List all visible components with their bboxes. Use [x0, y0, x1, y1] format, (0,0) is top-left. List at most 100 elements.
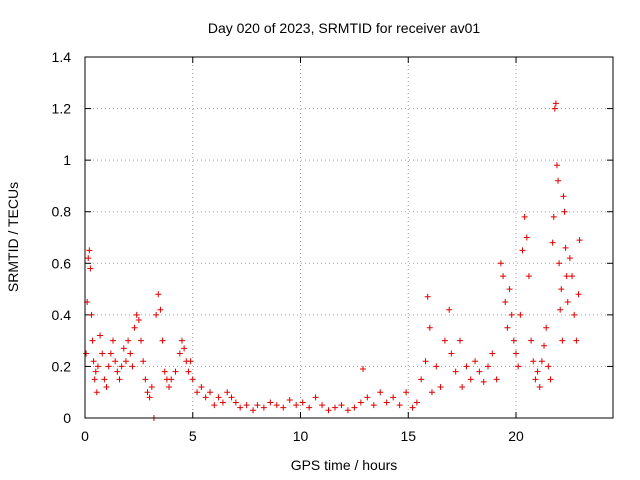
data-point	[157, 306, 164, 313]
data-point	[560, 193, 567, 200]
data-point	[219, 399, 226, 406]
data-point	[552, 100, 559, 107]
data-point	[525, 273, 532, 280]
data-point	[138, 337, 145, 344]
data-point	[178, 337, 185, 344]
data-point	[489, 350, 496, 357]
data-point	[463, 363, 470, 370]
data-point	[556, 260, 563, 267]
data-point	[543, 324, 550, 331]
data-point	[86, 247, 93, 254]
data-point	[166, 384, 173, 391]
data-point	[122, 358, 129, 365]
y-tick-label: 1.4	[52, 49, 72, 65]
data-point	[88, 311, 95, 318]
data-point	[545, 363, 552, 370]
data-point	[383, 399, 390, 406]
data-point	[176, 350, 183, 357]
data-point	[452, 368, 459, 375]
data-point	[510, 337, 517, 344]
data-point	[485, 363, 492, 370]
data-point	[508, 311, 515, 318]
data-point	[85, 255, 92, 262]
data-point	[99, 350, 106, 357]
data-point	[306, 404, 313, 411]
chart-title: Day 020 of 2023, SRMTID for receiver av0…	[208, 20, 481, 36]
data-point	[146, 394, 153, 401]
data-point	[562, 244, 569, 251]
data-point	[280, 404, 287, 411]
data-point	[370, 402, 377, 409]
data-point	[403, 389, 410, 396]
data-point	[497, 260, 504, 267]
data-point	[194, 389, 201, 396]
data-point	[153, 311, 160, 318]
data-point	[87, 265, 94, 272]
data-point	[187, 358, 194, 365]
data-point	[206, 389, 213, 396]
data-point	[142, 376, 149, 383]
data-point	[575, 291, 582, 298]
data-point	[114, 368, 121, 375]
plot-frame	[84, 56, 614, 419]
data-point	[459, 384, 466, 391]
data-point	[127, 350, 134, 357]
data-point	[293, 402, 300, 409]
x-axis-label: GPS time / hours	[291, 457, 398, 473]
data-point	[506, 286, 513, 293]
y-tick-label: 0.4	[52, 307, 72, 323]
data-point	[89, 337, 96, 344]
axis-ticks	[84, 56, 613, 419]
data-point	[360, 366, 367, 373]
data-point	[559, 337, 566, 344]
data-point	[413, 399, 420, 406]
data-point	[541, 342, 548, 349]
data-point	[528, 337, 535, 344]
data-point	[101, 376, 108, 383]
data-point	[480, 378, 487, 385]
x-tick-label: 20	[508, 428, 524, 444]
data-point	[155, 291, 162, 298]
data-point	[553, 162, 560, 169]
data-point	[92, 368, 99, 375]
data-point	[273, 402, 280, 409]
y-tick-label: 1	[63, 152, 71, 168]
data-point	[521, 213, 528, 220]
data-point	[551, 105, 558, 112]
data-point	[390, 394, 397, 401]
data-point	[519, 247, 526, 254]
y-tick-label: 0.8	[52, 204, 72, 220]
data-point	[312, 394, 319, 401]
data-point	[446, 306, 453, 313]
data-point	[129, 363, 136, 370]
data-point	[91, 376, 98, 383]
data-point	[228, 394, 235, 401]
data-point	[110, 337, 117, 344]
tick-labels: 0 5 10 15 20 0 0.2 0.4 0.6 0.8 1 1.2 1.4	[52, 49, 524, 444]
data-point	[513, 350, 520, 357]
data-point	[549, 239, 556, 246]
data-point	[561, 208, 568, 215]
data-point	[437, 384, 444, 391]
data-point	[563, 273, 570, 280]
data-point	[523, 234, 530, 241]
data-point	[267, 399, 274, 406]
data-point	[424, 293, 431, 300]
data-point	[504, 324, 511, 331]
data-point	[172, 368, 179, 375]
data-point	[161, 368, 168, 375]
data-point	[224, 389, 231, 396]
data-point	[396, 402, 403, 409]
y-tick-label: 0.2	[52, 358, 72, 374]
y-tick-label: 1.2	[52, 101, 72, 117]
data-point	[557, 306, 564, 313]
data-point	[148, 384, 155, 391]
data-point	[493, 376, 500, 383]
data-point	[555, 177, 562, 184]
data-point	[441, 337, 448, 344]
data-point	[105, 363, 112, 370]
data-point	[168, 376, 175, 383]
data-point	[351, 404, 358, 411]
data-point	[476, 368, 483, 375]
data-point	[90, 358, 97, 365]
